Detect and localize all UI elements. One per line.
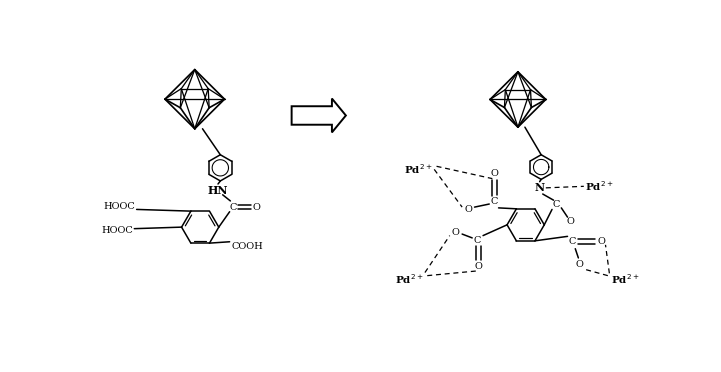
Text: O: O [567, 217, 575, 226]
Text: C: C [568, 237, 576, 246]
Text: HOOC: HOOC [103, 202, 135, 211]
Text: O: O [598, 237, 606, 246]
Text: Pd$^{2+}$: Pd$^{2+}$ [585, 179, 613, 193]
Text: C: C [491, 197, 498, 206]
Polygon shape [291, 99, 346, 132]
Text: O: O [464, 205, 472, 214]
Text: Pd$^{2+}$: Pd$^{2+}$ [395, 272, 423, 286]
Text: Pd$^{2+}$: Pd$^{2+}$ [404, 163, 433, 176]
Text: C: C [474, 236, 482, 245]
Text: N: N [534, 182, 544, 193]
Text: Pd$^{2+}$: Pd$^{2+}$ [611, 272, 640, 286]
Text: HN: HN [208, 185, 229, 196]
Text: COOH: COOH [231, 242, 263, 251]
Text: O: O [452, 228, 460, 237]
Text: HOOC: HOOC [101, 227, 133, 235]
Text: C: C [230, 203, 237, 212]
Text: C: C [553, 200, 560, 209]
Text: O: O [253, 203, 261, 212]
Text: O: O [474, 262, 482, 271]
Text: O: O [491, 170, 499, 179]
Text: O: O [576, 260, 584, 269]
